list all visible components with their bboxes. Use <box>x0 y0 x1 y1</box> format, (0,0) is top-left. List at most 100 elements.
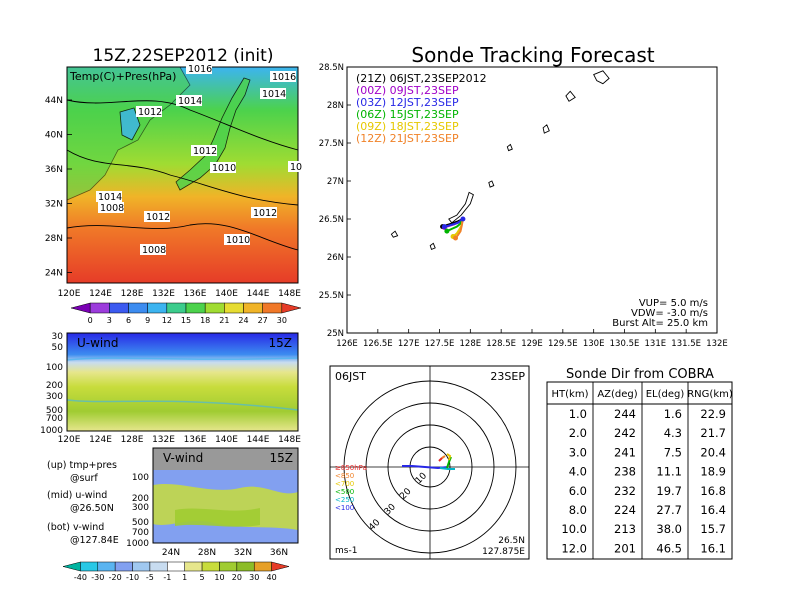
island-outline <box>429 242 436 250</box>
island-outline <box>565 90 576 102</box>
track-series-end-point <box>441 224 447 230</box>
wind-colorbar-tick: -40 <box>74 573 87 582</box>
temp-colorbar-cell <box>262 302 283 314</box>
korea-outline <box>119 107 141 141</box>
track-series-line <box>454 218 464 239</box>
sonde-table-title: Sonde Dir from COBRA <box>566 367 714 382</box>
temp-lat-label: 40N <box>45 131 63 141</box>
table-cell: 10.0 <box>561 522 587 536</box>
table-cell: 20.4 <box>700 445 726 459</box>
u-y-label: 500 <box>46 406 63 416</box>
temp-lat-label: 32N <box>45 200 63 210</box>
table-cell: 232 <box>614 484 636 498</box>
track-lon-label: 127E <box>398 339 420 349</box>
pressure-label: 1012 <box>138 107 162 118</box>
pressure-label-bg <box>98 202 124 213</box>
temp-colorbar-cell <box>70 302 91 314</box>
table-cell: 38.0 <box>656 522 682 536</box>
wind-colorbar-tick: 1 <box>182 573 187 582</box>
u-wind-field <box>67 333 298 431</box>
island-outline <box>506 143 513 152</box>
temp-colorbar-cell <box>243 302 263 314</box>
v-wind-top-band <box>153 448 298 470</box>
track-lon-label: 128.5E <box>486 339 516 349</box>
table-cell: 16.1 <box>700 541 726 555</box>
pressure-label-bg <box>224 234 250 245</box>
wind-colorbar-tick: 5 <box>200 573 205 582</box>
pressure-label-bg <box>270 71 296 82</box>
track-lon-label: 126.5E <box>363 339 393 349</box>
wind-colorbar-cell <box>219 561 238 572</box>
pressure-label: 1010 <box>212 163 236 174</box>
polar-level-legend-entry: <100 <box>335 504 354 512</box>
note-mid-sub: @26.50N <box>70 503 114 514</box>
wind-colorbar-tick: -1 <box>163 573 171 582</box>
table-cell: 16.4 <box>700 503 726 517</box>
temp-map-frame <box>66 66 299 284</box>
polar-level-legend-entry: ≥850hPa <box>335 464 367 472</box>
v-wind-contour-b <box>175 508 260 527</box>
table-cell: 213 <box>614 522 636 536</box>
note-bot-sub: @127.84E <box>70 535 119 546</box>
pressure-label: 10 <box>290 162 302 173</box>
island-outline <box>542 124 550 134</box>
track-series-end-point <box>453 235 459 241</box>
pressure-label: 1008 <box>142 245 166 256</box>
table-cell: 11.1 <box>656 465 682 479</box>
table-cell: 8.0 <box>569 503 587 517</box>
track-lon-label: 130.5E <box>610 339 640 349</box>
v-y-label: 1000 <box>126 539 149 549</box>
v-x-label: 36N <box>270 548 288 558</box>
table-cell: 1.6 <box>664 407 682 421</box>
island-outline <box>390 230 399 238</box>
temp-lon-label: 132E <box>152 289 175 299</box>
track-legend-entry: (03Z) 12JST,23SEP <box>356 96 459 109</box>
track-lon-label: 129E <box>521 339 543 349</box>
v-x-label: 32N <box>234 548 252 558</box>
track-title: Sonde Tracking Forecast <box>411 43 654 67</box>
table-cell: 46.5 <box>656 541 682 555</box>
u-x-label: 144E <box>247 435 270 445</box>
track-lat-label: 26.5N <box>319 215 344 225</box>
u-y-label: 300 <box>46 392 63 402</box>
temp-colorbar-cell <box>204 302 225 314</box>
temp-lat-label: 44N <box>45 96 63 106</box>
track-param: VUP= 5.0 m/s <box>639 298 708 309</box>
table-header: EL(deg) <box>646 389 685 400</box>
pressure-label: 1012 <box>253 208 277 219</box>
track-lon-label: 131E <box>645 339 667 349</box>
polar-wind-trace-segment <box>446 453 452 461</box>
temp-lat-label: 28N <box>45 234 63 244</box>
polar-level-legend-entry: <850 <box>335 472 354 480</box>
v-y-label: 700 <box>132 528 149 538</box>
pressure-label: 1016 <box>272 72 296 83</box>
wind-colorbar-cell <box>132 561 151 572</box>
track-frame <box>346 66 718 334</box>
table-cell: 19.7 <box>656 484 682 498</box>
temp-colorbar-cell <box>89 302 110 314</box>
wind-colorbar-tick: -5 <box>146 573 154 582</box>
track-legend-entry: (00Z) 09JST,23SEP <box>356 84 459 97</box>
u-y-label: 100 <box>46 363 63 373</box>
pressure-label-bg <box>210 162 236 173</box>
pressure-label: 1012 <box>146 212 170 223</box>
track-lat-label: 28.5N <box>319 63 344 73</box>
table-cell: 15.7 <box>700 522 726 536</box>
u-x-label: 124E <box>89 435 112 445</box>
note-bot: (bot) v-wind <box>47 522 104 533</box>
track-lon-label: 127.5E <box>425 339 455 349</box>
pressure-label: 1012 <box>193 146 217 157</box>
temp-colorbar-cell <box>185 302 206 314</box>
table-cell: 244 <box>614 407 636 421</box>
temp-colorbar-cell <box>128 302 148 314</box>
wind-colorbar-tick: 40 <box>267 573 277 582</box>
temp-colorbar-tick: 21 <box>219 316 229 325</box>
island-outline <box>488 180 495 188</box>
temp-lat-label: 24N <box>45 269 63 279</box>
temp-colorbar-tick: 9 <box>145 316 150 325</box>
temp-colorbar-tick: 3 <box>107 316 112 325</box>
polar-level-legend-entry: <700 <box>335 480 354 488</box>
pressure-label: 1008 <box>100 203 124 214</box>
temp-colorbar-tick: 24 <box>238 316 248 325</box>
temp-colorbar-tick: 12 <box>162 316 172 325</box>
